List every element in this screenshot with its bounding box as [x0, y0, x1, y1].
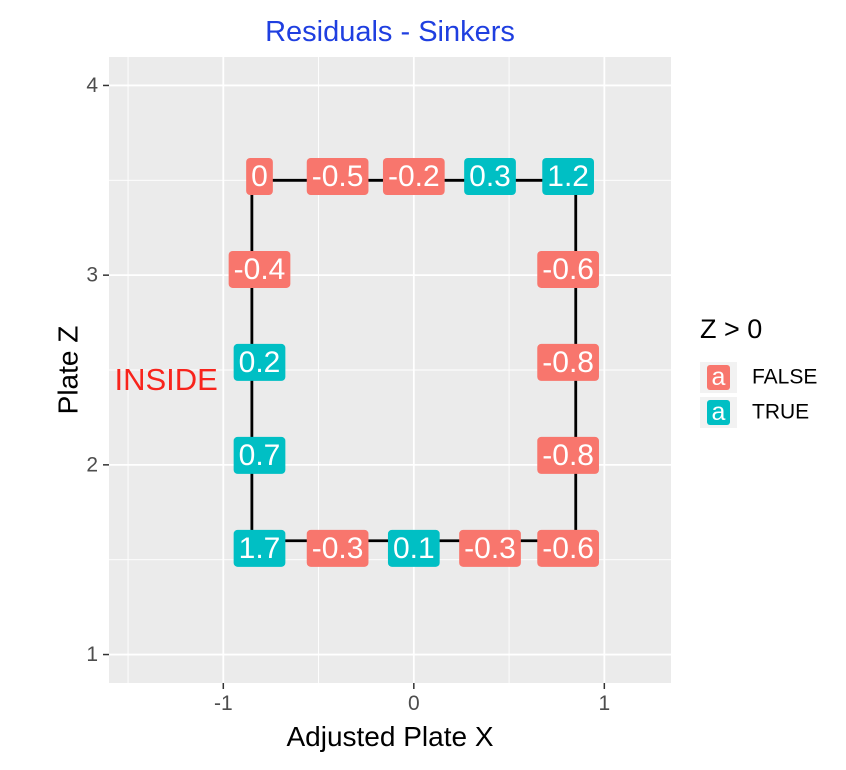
residual-label-box: [306, 158, 369, 196]
residual-label-box: [537, 436, 599, 474]
residual-label: -0.3: [306, 529, 369, 567]
residual-label: -0.3: [459, 529, 521, 567]
residual-label-box: [233, 436, 286, 474]
legend-key-swatch: [707, 365, 730, 390]
residual-label-box: [464, 158, 516, 196]
residual-label-text: -0.6: [542, 532, 594, 565]
residual-label-text: -0.8: [542, 439, 594, 472]
residual-label: -0.8: [537, 343, 599, 381]
x-axis-title: Adjusted Plate X: [286, 721, 493, 752]
residual-label-box: [542, 158, 594, 196]
legend-key-glyph: a: [712, 398, 726, 426]
legend-entry: a TRUE: [700, 397, 809, 428]
residual-label-box: [537, 529, 599, 567]
residual-label-text: -0.8: [542, 346, 594, 379]
legend-key-glyph: a: [712, 363, 726, 391]
residual-label-box: [382, 158, 445, 196]
residual-label-box: [233, 529, 286, 567]
residual-label-text: -0.4: [234, 253, 286, 286]
residual-label-box: [233, 343, 286, 381]
legend-label: TRUE: [752, 401, 809, 424]
legend-label: FALSE: [752, 366, 817, 389]
residual-label-box: [459, 529, 521, 567]
residual-label: -0.8: [537, 436, 599, 474]
residual-label-box: [387, 529, 440, 567]
y-tick-label: 1: [86, 643, 98, 666]
residual-label-text: -0.5: [312, 160, 364, 193]
axis-ticks: -1 0 1 1 2 3 4: [86, 74, 610, 715]
residual-label: 0.7: [233, 436, 286, 474]
residual-label: 1.7: [233, 529, 286, 567]
y-tick-label: 4: [86, 74, 98, 97]
residual-label: -0.5: [306, 158, 369, 196]
chart-title: Residuals - Sinkers: [265, 16, 515, 48]
residual-labels: 0 -0.5 -0.2 0.3 1.2 -0.4 -0.6 0.2 -0.8 0.7 -0.8 1.7…: [228, 158, 599, 567]
residual-label-box: [537, 250, 599, 288]
residual-label-text: 0.7: [239, 439, 281, 472]
residual-label: -0.4: [228, 250, 291, 288]
residual-label-text: -0.3: [464, 532, 516, 565]
residual-label: -0.2: [382, 158, 445, 196]
residual-label-text: -0.6: [542, 253, 594, 286]
y-tick-label: 3: [86, 264, 98, 287]
y-tick-label: 2: [86, 453, 98, 476]
residual-label-text: -0.3: [312, 532, 364, 565]
residual-label-text: 1.7: [239, 532, 281, 565]
legend: Z > 0 a FALSE a TRUE: [700, 314, 817, 428]
residual-label-text: 0.2: [239, 346, 281, 379]
residual-label-box: [228, 250, 291, 288]
residual-label-text: -0.2: [388, 160, 440, 193]
residual-label-box: [537, 343, 599, 381]
residual-label-text: 0.3: [469, 160, 511, 193]
legend-title: Z > 0: [700, 314, 762, 344]
y-axis-title: Plate Z: [53, 326, 84, 415]
residual-label-text: 0: [251, 160, 268, 193]
residual-label: -0.6: [537, 250, 599, 288]
residual-label: 1.2: [542, 158, 594, 196]
inside-annotation: INSIDE: [114, 362, 217, 397]
residual-label-text: 1.2: [547, 160, 589, 193]
legend-key-swatch: [707, 400, 730, 425]
residual-label: 0.2: [233, 343, 286, 381]
residual-label: 0: [246, 158, 273, 196]
x-tick-label: -1: [214, 692, 233, 715]
residual-label: 0.3: [464, 158, 516, 196]
residual-label: 0.1: [387, 529, 440, 567]
x-tick-label: 1: [598, 692, 610, 715]
residual-label-text: 0.1: [393, 532, 435, 565]
x-tick-label: 0: [408, 692, 420, 715]
legend-entries: a FALSE a TRUE: [700, 362, 817, 428]
residual-label: -0.6: [537, 529, 599, 567]
residual-label-box: [306, 529, 369, 567]
legend-entry: a FALSE: [700, 362, 817, 393]
residual-label-box: [246, 158, 273, 196]
